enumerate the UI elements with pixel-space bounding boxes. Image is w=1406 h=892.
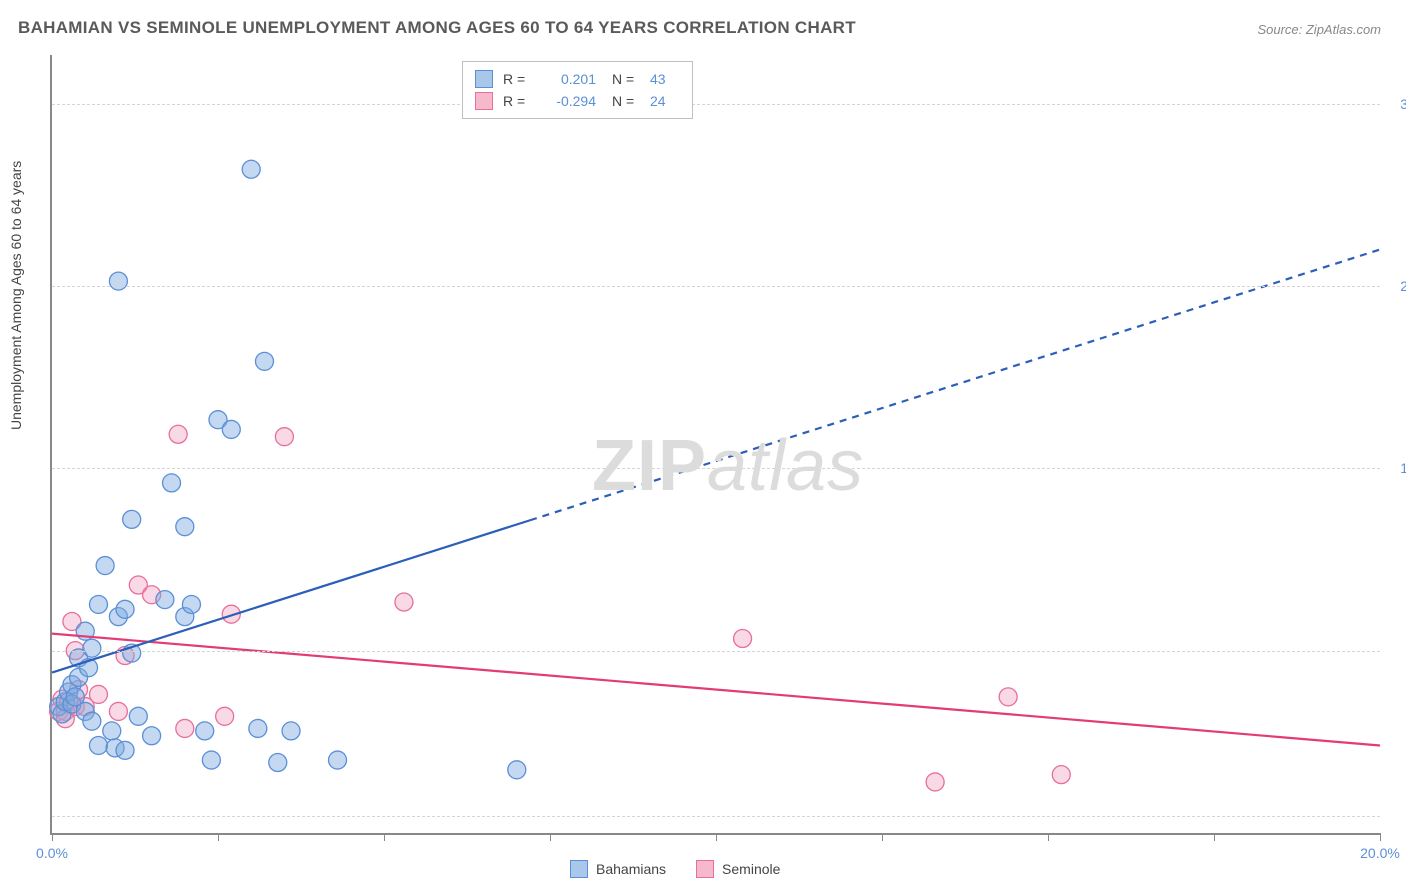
chart-title: BAHAMIAN VS SEMINOLE UNEMPLOYMENT AMONG … [18, 18, 856, 38]
x-tick [882, 833, 883, 841]
data-point [202, 751, 220, 769]
data-point [96, 557, 114, 575]
legend-r-val-1: -0.294 [541, 90, 596, 112]
legend-n-label-0: N = [612, 68, 640, 90]
data-point [89, 736, 107, 754]
data-point [182, 595, 200, 613]
plot-svg [52, 55, 1380, 833]
legend-bottom-swatch-0 [570, 860, 588, 878]
trend-line-dashed [530, 250, 1380, 521]
legend-n-val-0: 43 [650, 68, 680, 90]
grid-line-h [52, 816, 1380, 817]
data-point [282, 722, 300, 740]
grid-line-h [52, 651, 1380, 652]
data-point [169, 425, 187, 443]
data-point [83, 639, 101, 657]
legend-top-row-1: R = -0.294 N = 24 [475, 90, 680, 112]
legend-bottom-label-0: Bahamians [596, 861, 666, 877]
data-point [109, 272, 127, 290]
data-point [123, 510, 141, 528]
data-point [116, 741, 134, 759]
y-tick-label: 7.5% [1385, 643, 1406, 659]
data-point [109, 702, 127, 720]
y-tick-label: 22.5% [1385, 278, 1406, 294]
source-label: Source: ZipAtlas.com [1257, 22, 1381, 37]
legend-top-swatch-0 [475, 70, 493, 88]
x-tick [384, 833, 385, 841]
legend-n-label-1: N = [612, 90, 640, 112]
data-point [176, 518, 194, 536]
data-point [249, 719, 267, 737]
data-point [242, 160, 260, 178]
data-point [89, 685, 107, 703]
legend-r-val-0: 0.201 [541, 68, 596, 90]
data-point [926, 773, 944, 791]
x-tick [1214, 833, 1215, 841]
data-point [116, 600, 134, 618]
data-point [1052, 766, 1070, 784]
x-tick [218, 833, 219, 841]
y-axis-label: Unemployment Among Ages 60 to 64 years [8, 161, 24, 430]
data-point [163, 474, 181, 492]
legend-bottom-swatch-1 [696, 860, 714, 878]
legend-top-swatch-1 [475, 92, 493, 110]
data-point [999, 688, 1017, 706]
legend-r-label-0: R = [503, 68, 531, 90]
legend-top: R = 0.201 N = 43 R = -0.294 N = 24 [462, 61, 693, 119]
data-point [222, 420, 240, 438]
data-point [83, 712, 101, 730]
data-point [734, 630, 752, 648]
x-tick-label: 0.0% [36, 845, 68, 861]
data-point [196, 722, 214, 740]
data-point [129, 707, 147, 725]
legend-r-label-1: R = [503, 90, 531, 112]
data-point [156, 591, 174, 609]
x-tick-label: 20.0% [1360, 845, 1400, 861]
y-tick-label: 30.0% [1385, 96, 1406, 112]
legend-bottom-label-1: Seminole [722, 861, 780, 877]
legend-bottom: Bahamians Seminole [570, 860, 780, 878]
data-point [143, 727, 161, 745]
legend-n-val-1: 24 [650, 90, 680, 112]
data-point [275, 428, 293, 446]
x-tick [716, 833, 717, 841]
legend-bottom-item-1: Seminole [696, 860, 780, 878]
grid-line-h [52, 468, 1380, 469]
y-tick-label: 15.0% [1385, 460, 1406, 476]
x-tick [550, 833, 551, 841]
x-tick [52, 833, 53, 841]
plot-area: ZIPatlas R = 0.201 N = 43 R = -0.294 N =… [50, 55, 1380, 835]
data-point [216, 707, 234, 725]
legend-bottom-item-0: Bahamians [570, 860, 666, 878]
data-point [176, 719, 194, 737]
data-point [89, 595, 107, 613]
data-point [395, 593, 413, 611]
data-point [255, 352, 273, 370]
data-point [508, 761, 526, 779]
data-point [269, 753, 287, 771]
grid-line-h [52, 104, 1380, 105]
x-tick [1048, 833, 1049, 841]
x-tick [1380, 833, 1381, 841]
data-point [103, 722, 121, 740]
legend-top-row-0: R = 0.201 N = 43 [475, 68, 680, 90]
grid-line-h [52, 286, 1380, 287]
data-point [329, 751, 347, 769]
